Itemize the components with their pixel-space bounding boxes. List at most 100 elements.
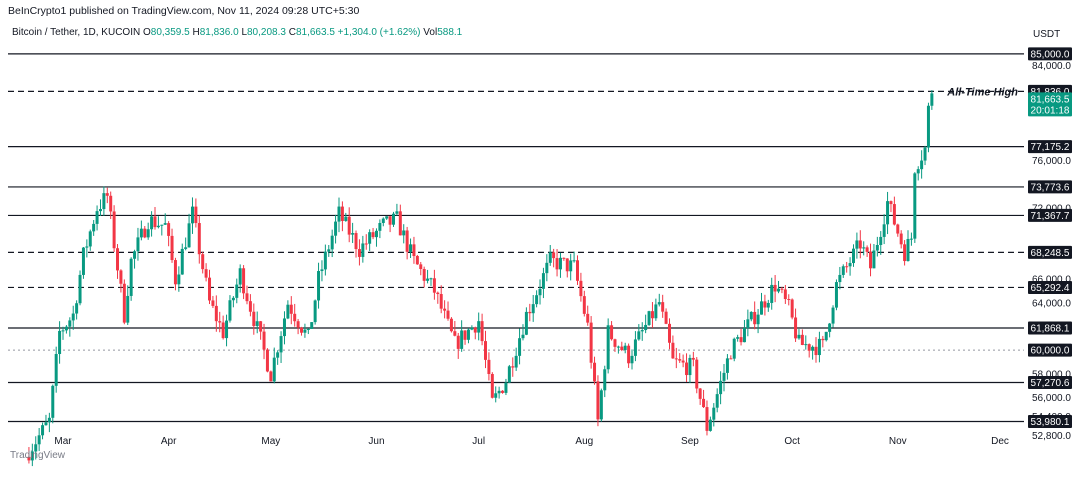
- candle-body: [136, 237, 140, 252]
- candle-body: [306, 328, 310, 330]
- candle-93: [344, 212, 348, 222]
- level-label-box: [1028, 140, 1072, 154]
- candle-body: [858, 240, 862, 249]
- candle-103: [378, 219, 382, 239]
- candle-body: [882, 224, 886, 237]
- candle-241: [848, 257, 852, 276]
- candle-90: [334, 214, 338, 244]
- candle-114: [415, 254, 419, 265]
- symbol-ohlc-row: Bitcoin / Tether, 1D, KUCOIN O80,359.5 H…: [12, 27, 462, 38]
- candle-239: [841, 264, 845, 278]
- candle-99: [364, 234, 368, 250]
- candle-224: [790, 298, 794, 320]
- candle-110: [402, 224, 406, 244]
- candle-213: [753, 301, 757, 330]
- candle-body: [569, 260, 573, 272]
- candle-50: [197, 215, 201, 264]
- candle-210: [742, 319, 746, 343]
- candle-162: [579, 272, 583, 302]
- candle-49: [194, 198, 198, 228]
- candle-body: [834, 282, 838, 308]
- candle-172: [613, 338, 617, 352]
- candle-body: [279, 336, 283, 353]
- candle-180: [640, 322, 644, 341]
- candle-body: [596, 381, 600, 420]
- candle-body: [160, 224, 164, 226]
- candle-body: [688, 357, 692, 376]
- candle-body: [218, 321, 222, 323]
- candle-body: [47, 417, 51, 423]
- candle-161: [575, 255, 579, 285]
- candle-98: [361, 235, 365, 263]
- candle-body: [187, 223, 191, 248]
- candle-40: [163, 213, 167, 225]
- candle-body: [58, 330, 62, 355]
- candle-1: [30, 443, 34, 467]
- candle-body: [105, 193, 109, 196]
- candle-31: [133, 249, 137, 269]
- candle-228: [804, 335, 808, 350]
- candle-205: [725, 354, 729, 380]
- time-axis[interactable]: Mar Apr May Jun Jul Aug Sep Oct Nov Dec: [54, 436, 1009, 447]
- candle-body: [221, 322, 225, 339]
- candle-104: [381, 217, 385, 227]
- candle-47: [187, 213, 191, 248]
- tradingview-logo: TradingView: [10, 450, 66, 461]
- candle-113: [412, 236, 416, 264]
- candle-158: [565, 258, 569, 278]
- candle-body: [719, 380, 723, 395]
- candle-59: [228, 295, 232, 323]
- level-label-text: 85,000.0: [1031, 49, 1070, 60]
- candle-body: [126, 295, 130, 323]
- candle-194: [688, 354, 692, 383]
- candle-body: [777, 288, 781, 292]
- candle-body: [903, 244, 907, 262]
- candle-250: [879, 231, 883, 255]
- candle-116: [422, 266, 426, 288]
- candle-159: [569, 253, 573, 281]
- candle-77: [289, 296, 293, 325]
- candle-body: [647, 311, 651, 325]
- y-tick-label: 76,000.0: [1032, 156, 1071, 167]
- candle-body: [443, 308, 447, 311]
- candle-body: [518, 338, 522, 356]
- candle-body: [671, 342, 675, 359]
- candle-body: [27, 456, 31, 461]
- candle-body: [41, 425, 45, 436]
- candle-70: [265, 348, 269, 373]
- candle-46: [184, 237, 188, 251]
- candle-198: [702, 389, 706, 408]
- price-axis[interactable]: 84,000.076,000.072,000.066,000.064,000.0…: [1028, 47, 1072, 442]
- level-label-text: 68,248.5: [1031, 248, 1070, 259]
- candle-251: [882, 214, 886, 245]
- candle-107: [392, 211, 396, 227]
- candle-151: [541, 267, 545, 299]
- candle-127: [460, 320, 464, 352]
- candle-body: [575, 260, 579, 281]
- candle-6: [47, 412, 51, 433]
- candle-169: [603, 365, 607, 398]
- candle-261: [916, 166, 920, 181]
- candle-body: [385, 216, 389, 219]
- candle-body: [633, 339, 637, 356]
- candle-202: [715, 388, 719, 413]
- volume-value: 588.1: [437, 27, 463, 38]
- candle-200: [708, 416, 712, 432]
- candle-body: [698, 388, 702, 399]
- candle-body: [886, 201, 890, 225]
- candle-73: [276, 350, 280, 365]
- candle-body: [419, 264, 423, 270]
- candle-69: [262, 323, 266, 360]
- candle-body: [409, 244, 413, 252]
- candle-238: [838, 266, 842, 290]
- candle-237: [834, 279, 838, 311]
- candle-body: [616, 346, 620, 348]
- candle-body: [51, 385, 55, 418]
- candles: [27, 90, 934, 467]
- candle-body: [71, 313, 75, 321]
- candle-165: [589, 316, 593, 369]
- candle-body: [439, 294, 443, 309]
- candle-262: [920, 150, 924, 179]
- level-price-label-4: 71,367.7: [1028, 208, 1072, 222]
